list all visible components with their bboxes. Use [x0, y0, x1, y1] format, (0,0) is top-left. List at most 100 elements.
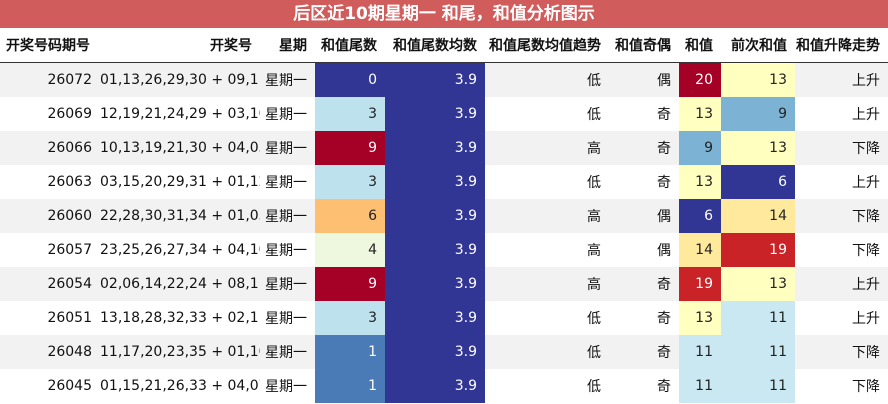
parity-cell: 奇	[609, 267, 679, 301]
parity-cell: 奇	[609, 165, 679, 199]
tail-avg-heat-cell: 3.9	[385, 97, 485, 131]
prev-sum-heat-cell: 13	[721, 131, 795, 165]
sum-heat-cell: 9	[679, 131, 721, 165]
numbers-cell: 12,19,21,24,29 + 03,10	[100, 97, 260, 131]
sum-heat-cell: 13	[679, 97, 721, 131]
weekday-cell: 星期一	[260, 267, 315, 301]
period-cell: 26051	[0, 301, 100, 335]
parity-cell: 奇	[609, 131, 679, 165]
tail-heat-cell: 3	[315, 165, 385, 199]
numbers-cell: 22,28,30,31,34 + 01,05	[100, 199, 260, 233]
trend-cell: 高	[485, 233, 609, 267]
table-row: 26045 01,15,21,26,33 + 04,07 星期一 1 3.9 低奇 11 11…	[0, 369, 888, 403]
tail-avg-heat-cell: 3.9	[385, 62, 485, 97]
sum-heat-cell: 6	[679, 199, 721, 233]
sum-heat-cell: 11	[679, 369, 721, 403]
table-row: 26066 10,13,19,21,30 + 04,05 星期一 9 3.9 高奇 9 13 下…	[0, 131, 888, 165]
tail-heat-cell: 0	[315, 62, 385, 97]
table-row: 26057 23,25,26,27,34 + 04,10 星期一 4 3.9 高偶 14 19…	[0, 233, 888, 267]
sum-heat-cell: 19	[679, 267, 721, 301]
prev-sum-heat-cell: 9	[721, 97, 795, 131]
prev-sum-heat-cell: 13	[721, 62, 795, 97]
period-cell: 26054	[0, 267, 100, 301]
trend-cell: 低	[485, 369, 609, 403]
weekday-cell: 星期一	[260, 131, 315, 165]
column-header: 和值	[679, 28, 721, 63]
column-header: 和值尾数	[315, 28, 385, 63]
direction-cell: 下降	[795, 233, 888, 267]
analysis-table: 开奖号码期号 开奖号 星期 和值尾数 和值尾数均数 和值尾数均值趋势 和值奇偶 …	[0, 28, 888, 403]
period-cell: 26072	[0, 62, 100, 97]
tail-heat-cell: 3	[315, 301, 385, 335]
period-cell: 26063	[0, 165, 100, 199]
tail-avg-heat-cell: 3.9	[385, 233, 485, 267]
tail-avg-heat-cell: 3.9	[385, 131, 485, 165]
column-header: 和值尾数均值趋势	[485, 28, 609, 63]
tail-heat-cell: 6	[315, 199, 385, 233]
numbers-cell: 23,25,26,27,34 + 04,10	[100, 233, 260, 267]
sum-heat-cell: 20	[679, 62, 721, 97]
column-header: 和值升降走势	[795, 28, 888, 63]
direction-cell: 上升	[795, 301, 888, 335]
parity-cell: 偶	[609, 62, 679, 97]
numbers-cell: 03,15,20,29,31 + 01,12	[100, 165, 260, 199]
chart-title: 后区近10期星期一 和尾，和值分析图示	[0, 0, 888, 28]
period-cell: 26066	[0, 131, 100, 165]
numbers-cell: 01,15,21,26,33 + 04,07	[100, 369, 260, 403]
table-row: 26048 11,17,20,23,35 + 01,10 星期一 1 3.9 低奇 11 11…	[0, 335, 888, 369]
period-cell: 26069	[0, 97, 100, 131]
prev-sum-heat-cell: 11	[721, 335, 795, 369]
prev-sum-heat-cell: 11	[721, 369, 795, 403]
weekday-cell: 星期一	[260, 165, 315, 199]
tail-heat-cell: 9	[315, 267, 385, 301]
tail-heat-cell: 4	[315, 233, 385, 267]
trend-cell: 低	[485, 165, 609, 199]
tail-avg-heat-cell: 3.9	[385, 335, 485, 369]
sum-heat-cell: 13	[679, 165, 721, 199]
parity-cell: 偶	[609, 199, 679, 233]
period-cell: 26060	[0, 199, 100, 233]
period-cell: 26048	[0, 335, 100, 369]
weekday-cell: 星期一	[260, 62, 315, 97]
trend-cell: 低	[485, 301, 609, 335]
direction-cell: 下降	[795, 131, 888, 165]
prev-sum-heat-cell: 6	[721, 165, 795, 199]
trend-cell: 低	[485, 62, 609, 97]
sum-heat-cell: 14	[679, 233, 721, 267]
tail-heat-cell: 1	[315, 369, 385, 403]
column-header: 和值尾数均数	[385, 28, 485, 63]
tail-heat-cell: 1	[315, 335, 385, 369]
prev-sum-heat-cell: 11	[721, 301, 795, 335]
direction-cell: 上升	[795, 97, 888, 131]
parity-cell: 奇	[609, 335, 679, 369]
trend-cell: 低	[485, 335, 609, 369]
prev-sum-heat-cell: 14	[721, 199, 795, 233]
direction-cell: 上升	[795, 165, 888, 199]
parity-cell: 奇	[609, 369, 679, 403]
numbers-cell: 01,13,26,29,30 + 09,11	[100, 62, 260, 97]
period-cell: 26045	[0, 369, 100, 403]
tail-heat-cell: 3	[315, 97, 385, 131]
numbers-cell: 11,17,20,23,35 + 01,10	[100, 335, 260, 369]
direction-cell: 上升	[795, 62, 888, 97]
table-row: 26063 03,15,20,29,31 + 01,12 星期一 3 3.9 低奇 13 6 上…	[0, 165, 888, 199]
sum-heat-cell: 11	[679, 335, 721, 369]
tail-avg-heat-cell: 3.9	[385, 165, 485, 199]
trend-cell: 高	[485, 199, 609, 233]
column-header: 前次和值	[721, 28, 795, 63]
tail-avg-heat-cell: 3.9	[385, 301, 485, 335]
weekday-cell: 星期一	[260, 335, 315, 369]
parity-cell: 奇	[609, 97, 679, 131]
tail-avg-heat-cell: 3.9	[385, 369, 485, 403]
weekday-cell: 星期一	[260, 199, 315, 233]
sum-heat-cell: 13	[679, 301, 721, 335]
header-row: 开奖号码期号 开奖号 星期 和值尾数 和值尾数均数 和值尾数均值趋势 和值奇偶 …	[0, 28, 888, 63]
trend-cell: 高	[485, 131, 609, 165]
tail-heat-cell: 9	[315, 131, 385, 165]
parity-cell: 奇	[609, 301, 679, 335]
numbers-cell: 02,06,14,22,24 + 08,11	[100, 267, 260, 301]
direction-cell: 下降	[795, 199, 888, 233]
prev-sum-heat-cell: 19	[721, 233, 795, 267]
table-row: 26072 01,13,26,29,30 + 09,11 星期一 0 3.9 低偶 20 13…	[0, 62, 888, 97]
weekday-cell: 星期一	[260, 97, 315, 131]
